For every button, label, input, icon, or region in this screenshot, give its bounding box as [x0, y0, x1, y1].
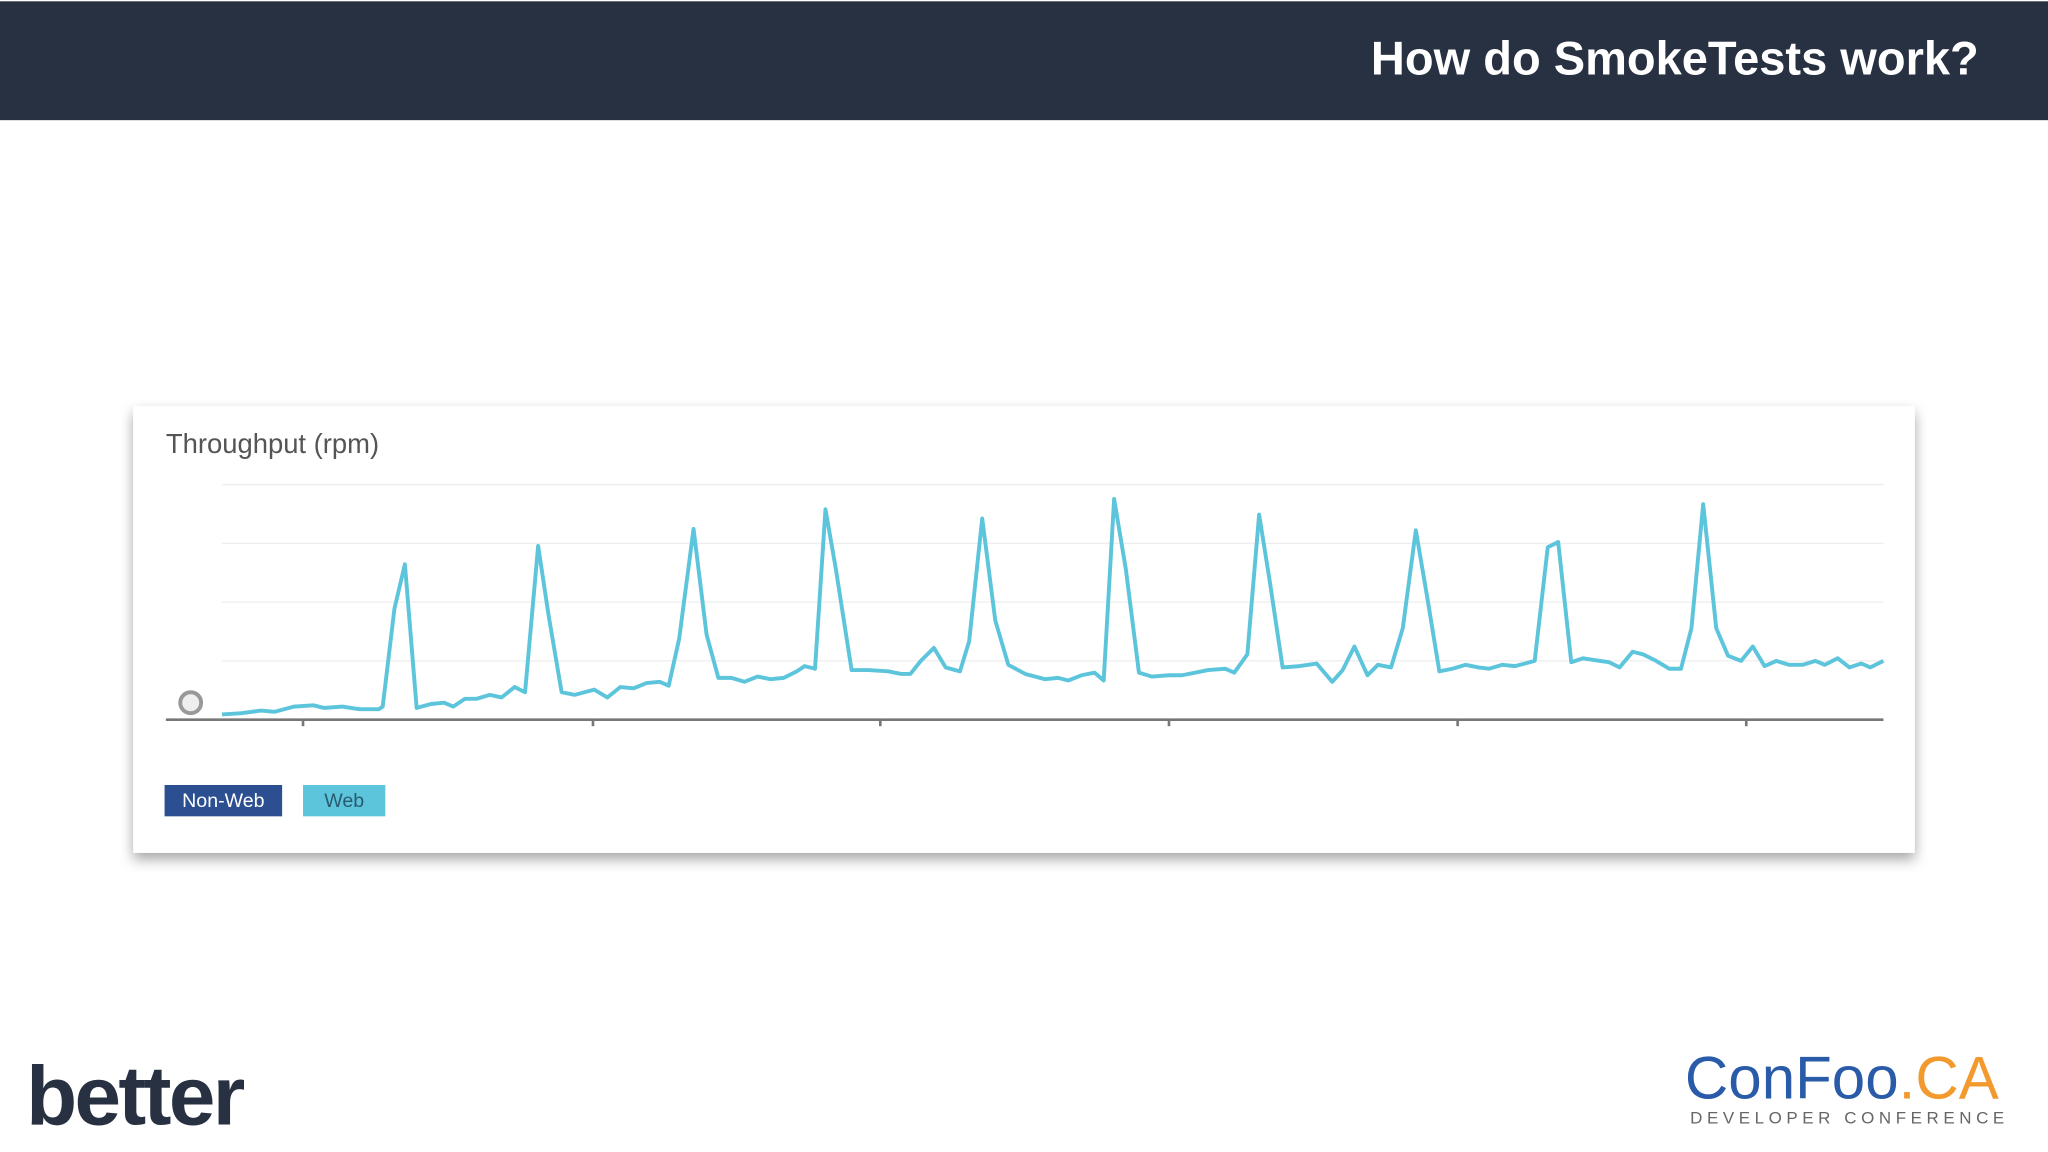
header-bar [0, 1, 2048, 121]
legend-swatch [303, 784, 386, 817]
better-logo: better [26, 1049, 245, 1143]
header-title: How do SmokeTests work? [1371, 31, 1979, 84]
legend-label: Web [324, 790, 364, 812]
confoo-name: ConFoo [1685, 1044, 1899, 1111]
plot [165, 483, 1885, 727]
legend-swatch [164, 784, 283, 817]
scrubber [178, 690, 204, 716]
chart-title: Throughput (rpm) [166, 428, 379, 459]
confoo-suffix: .CA [1899, 1044, 1999, 1111]
legend-label: Non-Web [182, 790, 264, 812]
series-line [221, 496, 1885, 717]
confoo-logo: ConFoo.CA [1685, 1044, 1999, 1111]
chart-card [133, 406, 1915, 853]
confoo-tagline: DEVELOPER CONFERENCE [1690, 1108, 2009, 1127]
legend: Non-Web Web [164, 784, 386, 817]
